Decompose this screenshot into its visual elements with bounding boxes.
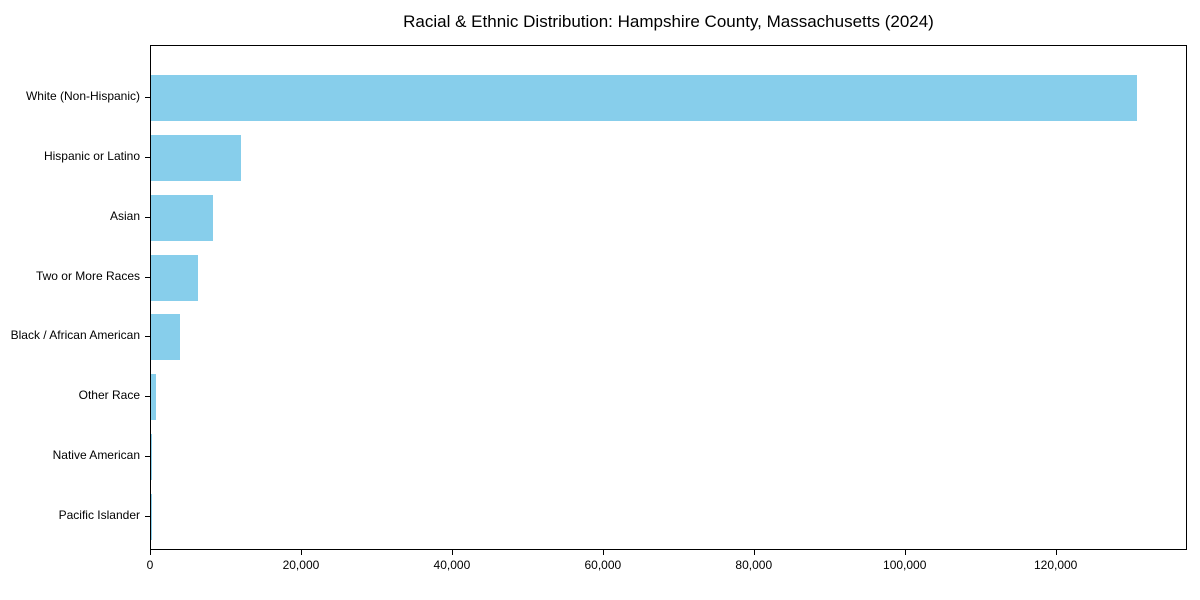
x-tick-label: 20,000 (282, 558, 320, 572)
x-tick-mark (602, 550, 604, 555)
y-tick-label: Native American (52, 448, 140, 463)
y-tick-label: Black / African American (10, 328, 140, 343)
y-tick-mark (145, 336, 150, 338)
x-tick-label: 60,000 (584, 558, 622, 572)
x-tick-mark (300, 550, 302, 555)
y-tick-label: Two or More Races (35, 268, 140, 283)
y-tick-mark (145, 456, 150, 458)
bar (151, 134, 241, 181)
x-tick-label: 100,000 (883, 558, 927, 572)
bar (151, 374, 156, 421)
y-tick-mark (145, 276, 150, 278)
y-tick-mark (145, 396, 150, 398)
y-tick-mark (145, 216, 150, 218)
bar (151, 194, 213, 241)
y-tick-mark (145, 515, 150, 517)
plot-area (150, 45, 1187, 550)
x-tick-label: 40,000 (433, 558, 471, 572)
y-tick-label: Asian (109, 208, 140, 223)
y-tick-label: Pacific Islander (58, 507, 140, 522)
y-tick-label: White (Non-Hispanic) (25, 89, 140, 103)
y-tick-label: Other Race (78, 388, 140, 403)
x-tick-label: 80,000 (735, 558, 773, 572)
bar (151, 314, 181, 361)
x-tick-mark (753, 550, 755, 555)
bar (151, 75, 1137, 121)
x-tick-mark (451, 550, 453, 555)
x-tick-mark (904, 550, 906, 555)
x-tick-label: 0 (146, 558, 154, 572)
x-tick-label: 120,000 (1033, 558, 1078, 572)
y-tick-mark (145, 156, 150, 158)
y-tick-mark (145, 97, 150, 98)
x-tick-mark (150, 550, 151, 555)
y-tick-label: Hispanic or Latino (43, 148, 140, 163)
x-tick-mark (1055, 550, 1057, 555)
bar (151, 254, 198, 301)
chart-title: Racial & Ethnic Distribution: Hampshire … (403, 12, 934, 31)
